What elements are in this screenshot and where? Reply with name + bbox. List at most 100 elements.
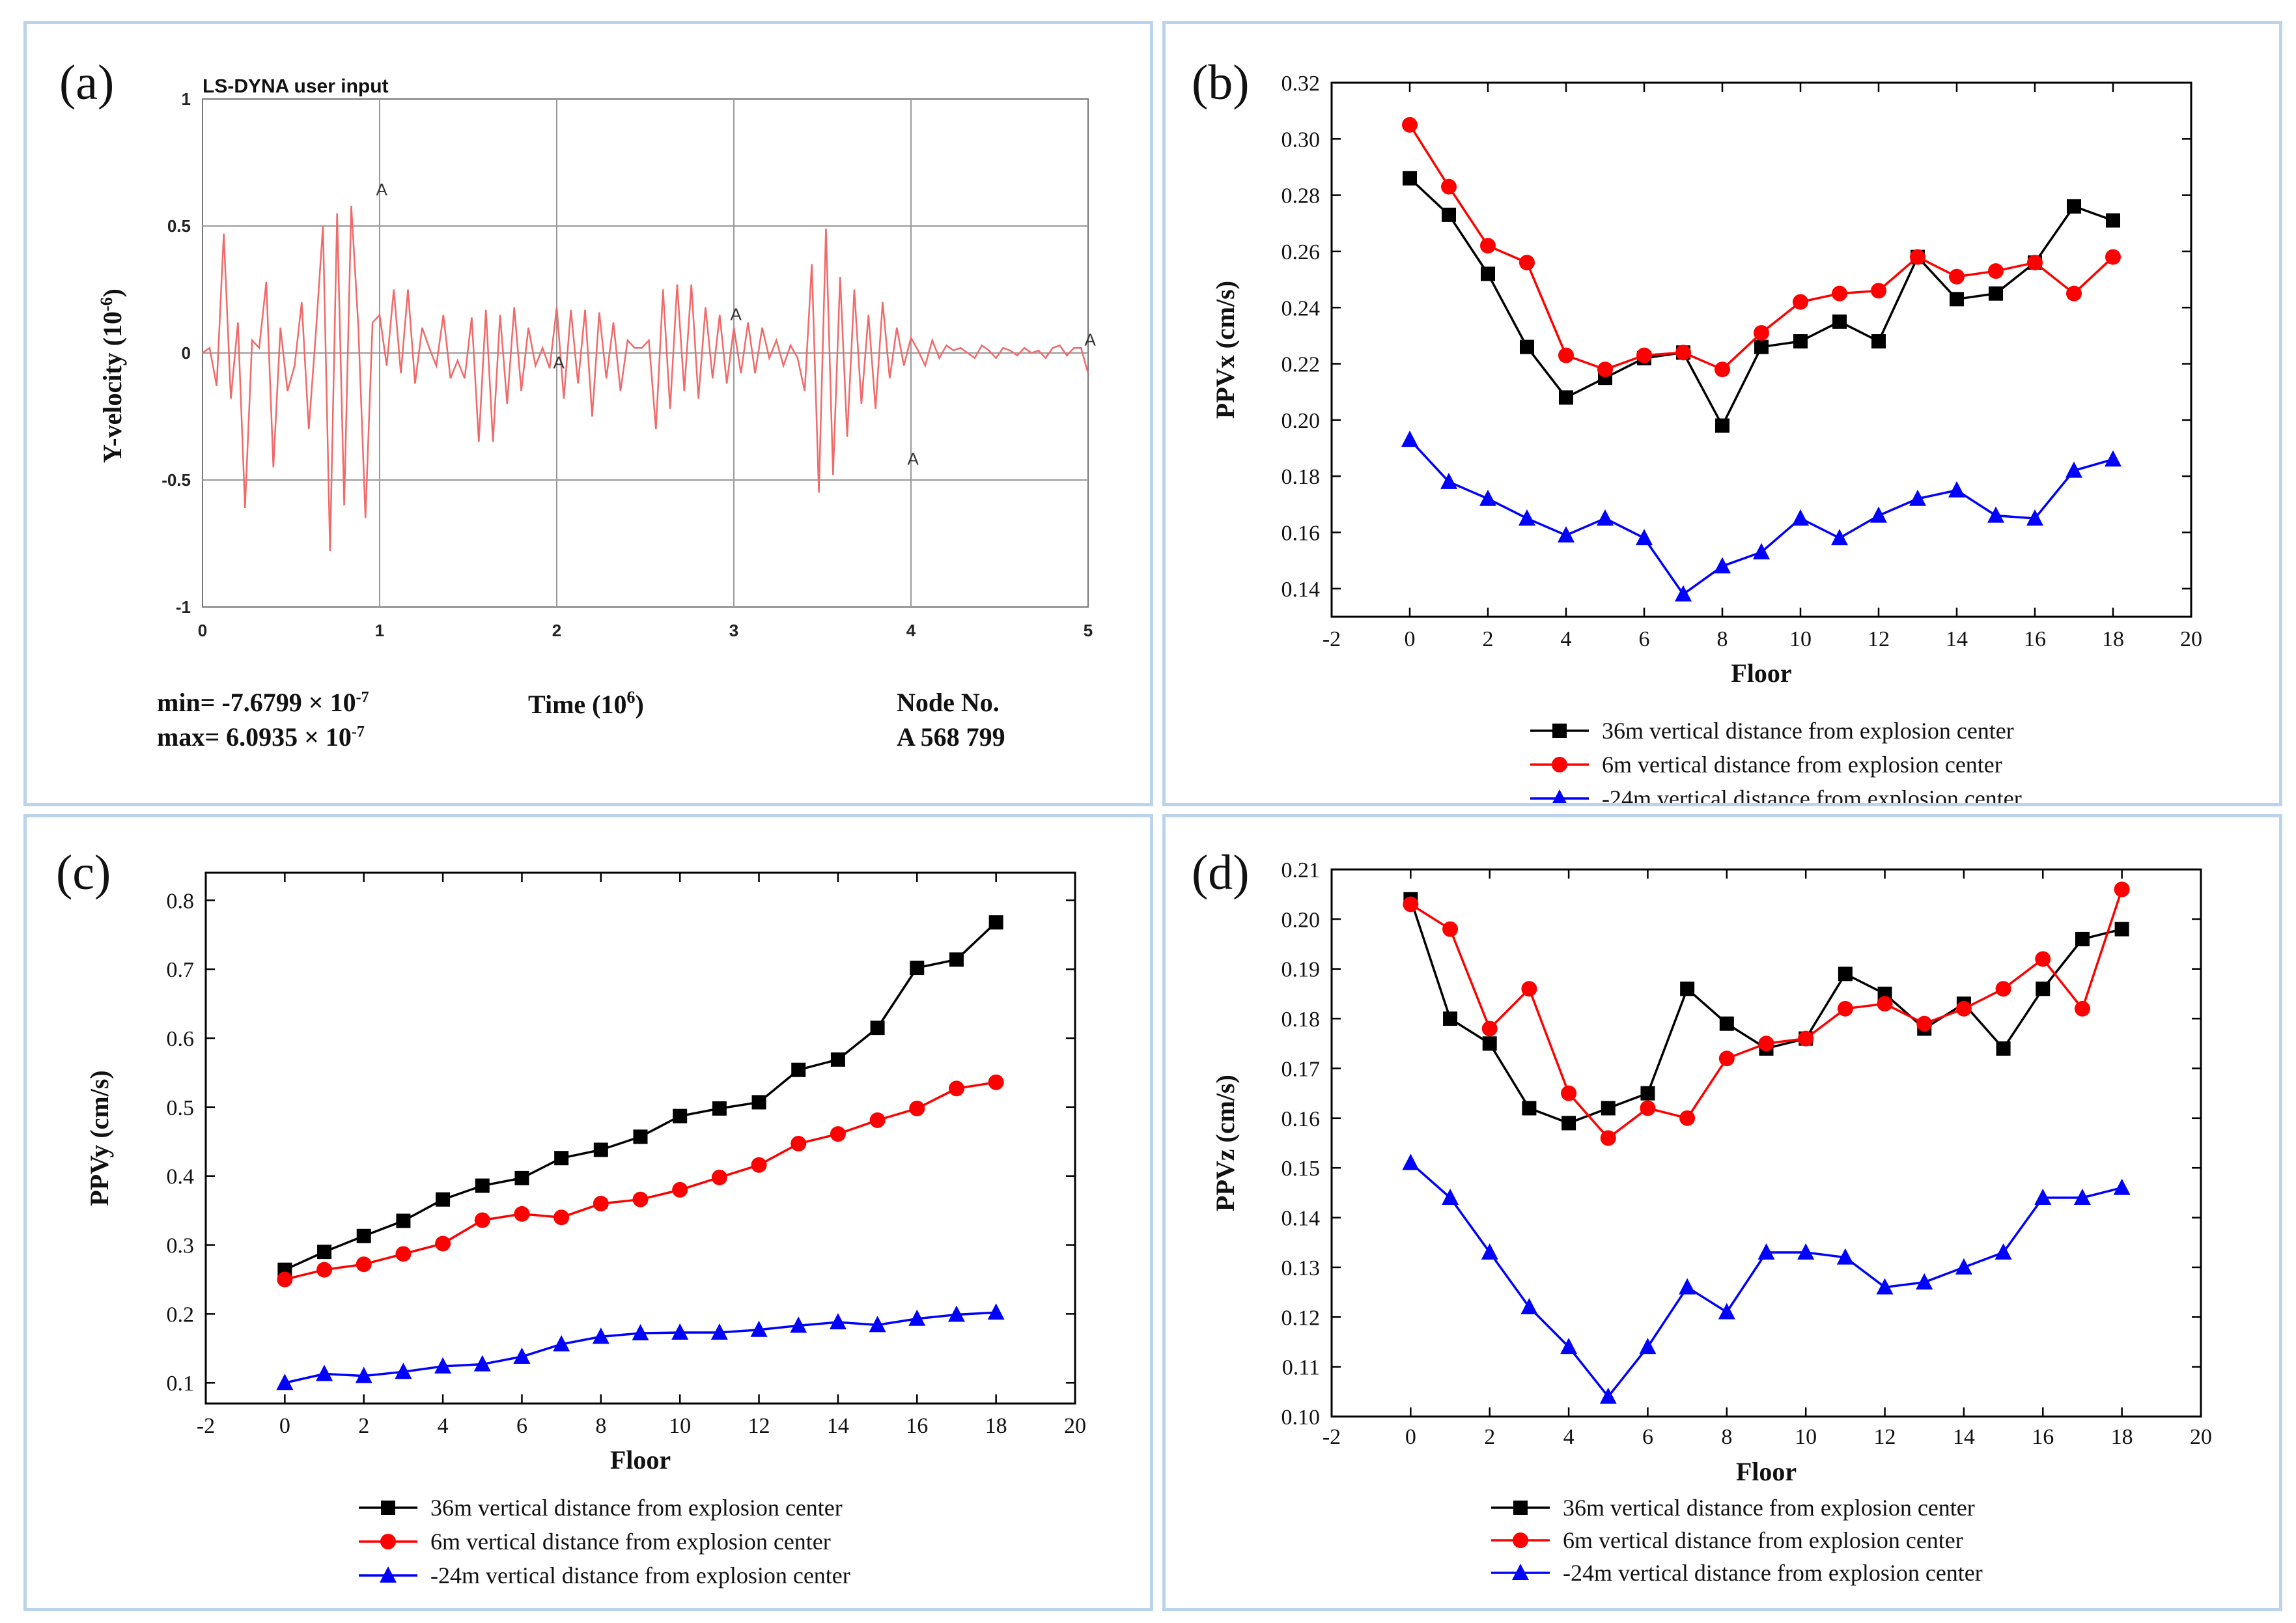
chart-b-series-1-point <box>1950 292 1964 307</box>
chart-d-ytick-label: 0.21 <box>1281 858 1321 882</box>
chart-c-xtick-label: 16 <box>906 1414 928 1438</box>
chart-c-legend-text-1: 36m vertical distance from explosion cen… <box>430 1495 843 1521</box>
chart-c-series-3-point <box>434 1357 452 1374</box>
chart-c-series-3-point <box>790 1316 807 1333</box>
chart-c-series-3-point <box>513 1348 531 1364</box>
chart-c-series-1-point <box>673 1108 688 1123</box>
chart-b-series-1-point <box>2067 199 2081 214</box>
chart-d-xtick-label: -2 <box>1323 1425 1341 1449</box>
chart-c-series-3-point <box>987 1303 1005 1320</box>
chart-c-series-1-line <box>284 921 997 1271</box>
chart-c-series-3-point <box>671 1323 689 1340</box>
chart-c-series-2-line <box>284 1081 996 1281</box>
chart-d-series-1-point <box>1996 1041 2011 1056</box>
chart-d-ytick-label: 0.14 <box>1281 1207 1321 1231</box>
chart-d-series-2-point <box>1837 1000 1853 1017</box>
chart-b-series-2-point <box>1480 238 1496 254</box>
chart-a-max-value: max= 6.0935 × 10-7 <box>157 722 365 752</box>
chart-d-xtick-label: 16 <box>2032 1425 2054 1449</box>
chart-d-xtick-label: 18 <box>2111 1425 2133 1449</box>
chart-b-series-2-point <box>1441 178 1457 195</box>
chart-a-ytick-label: 1 <box>182 89 191 109</box>
chart-b-series-3-point <box>2065 461 2082 478</box>
chart-a-xtick-label: 5 <box>1084 621 1093 640</box>
chart-d-series-3-point <box>1757 1243 1775 1260</box>
chart-b-ytick-label: 0.14 <box>1281 578 1321 602</box>
chart-b-ytick-label: 0.26 <box>1281 240 1321 264</box>
chart-d-series-1-point <box>2114 922 2129 937</box>
chart-b-series-2-point <box>2027 255 2043 271</box>
chart-c-series-3-point <box>395 1362 412 1379</box>
chart-b-series-3-line <box>1408 438 2114 596</box>
chart-d-series-3-point <box>1995 1243 2012 1260</box>
chart-b-ytick-label: 0.22 <box>1281 353 1321 377</box>
chart-c-series-3-point <box>869 1316 886 1333</box>
chart-c-legend-marker-2 <box>380 1534 396 1549</box>
chart-c-series-1-point <box>554 1151 569 1166</box>
chart-b-series-1-point <box>1754 339 1769 354</box>
chart-c-series-3-point <box>829 1313 847 1330</box>
chart-a-node-title: Node No. <box>897 688 1000 717</box>
chart-b-series-1-point <box>1403 171 1417 186</box>
chart-c-plot-area: -2 0 2 4 6 8 10 12 14 16 18 20 0.1 0.2 0.3 0.4 0.5 0.6 0.7… <box>85 871 1086 1588</box>
chart-b-series-3-point <box>1675 585 1692 602</box>
chart-b-series-3-point <box>1519 509 1535 526</box>
chart-d-series-2-point <box>1403 896 1419 912</box>
chart-c-series-3-point <box>710 1323 728 1340</box>
chart-c-series-2-point <box>632 1191 649 1207</box>
chart-d-legend-marker-3 <box>1512 1564 1529 1580</box>
panel-b-label: (b) <box>1192 55 1250 110</box>
chart-b-series-1-line <box>1408 177 2114 429</box>
chart-c-series-1-point <box>436 1192 451 1207</box>
chart-a-node-value: A 568 799 <box>897 722 1005 752</box>
chart-c-series-3-point <box>947 1305 965 1322</box>
chart-c-xtick-label: 8 <box>595 1414 606 1438</box>
chart-d-ytick-label: 0.18 <box>1281 1008 1321 1032</box>
chart-c-svg: (c) -2 0 2 4 6 8 10 12 14 16 18 20 0.1 0.2 0.3 0.4 0.5 0.… <box>56 845 1086 1588</box>
chart-b-series-2-point <box>1793 294 1808 310</box>
chart-d-series-1-point <box>1640 1086 1655 1101</box>
chart-b-series-2-point <box>1402 117 1418 133</box>
chart-a-xtick-label: 4 <box>906 621 916 640</box>
chart-a-xtick-label: 3 <box>729 621 738 640</box>
chart-a-ytick-label: -1 <box>176 597 191 617</box>
chart-c-series-1-point <box>633 1129 648 1144</box>
chart-d-series-1-point <box>1719 1016 1734 1031</box>
chart-d-series-2-point <box>1640 1100 1656 1116</box>
chart-d-ytick-label: 0.17 <box>1281 1057 1321 1081</box>
chart-b-series-3-point <box>1792 509 1809 526</box>
chart-d-series-3-point <box>1402 1153 1420 1170</box>
panel-a-label: (a) <box>59 55 114 110</box>
chart-c-xtick-label: 6 <box>516 1414 527 1438</box>
chart-c-series-2-point <box>474 1212 490 1228</box>
chart-d-series-1-point <box>1443 1011 1458 1026</box>
chart-b-series-3-point <box>1831 529 1848 546</box>
chart-c-ytick-label: 0.2 <box>167 1303 195 1327</box>
chart-c-legend-marker-3 <box>380 1566 397 1583</box>
chart-c-series-3-point <box>908 1309 926 1326</box>
chart-d-series-3-point <box>1797 1243 1815 1260</box>
chart-c-series-1-point <box>712 1101 727 1116</box>
chart-a-marker-label: A <box>376 180 388 199</box>
chart-c-series-3-point <box>276 1374 294 1390</box>
chart-c-series-2-point <box>711 1169 727 1185</box>
chart-c-ytick-label: 0.8 <box>167 889 195 913</box>
chart-b-ylabel: PPVx (cm/s) <box>1211 281 1240 419</box>
chart-b-series-3-point <box>1909 489 1926 506</box>
chart-d-series-3-line <box>1410 1162 2123 1399</box>
chart-d-xtick-label: 8 <box>1721 1425 1732 1449</box>
chart-d-series-1-point <box>1482 1036 1497 1051</box>
chart-d-ylabel: PPVz (cm/s) <box>1211 1075 1240 1211</box>
chart-b-series-3-point <box>1753 543 1770 559</box>
chart-c-xtick-label: 4 <box>438 1414 449 1438</box>
chart-c-series-2-point <box>909 1100 925 1116</box>
chart-c-series-2-point <box>277 1271 293 1288</box>
chart-c-xtick-label: 18 <box>985 1414 1007 1438</box>
chart-c-xlabel: Floor <box>610 1445 671 1475</box>
chart-c-series-2-point <box>791 1135 807 1151</box>
chart-a-signal-line <box>202 205 1089 552</box>
chart-d-series-2-point <box>1679 1110 1696 1126</box>
chart-b-series-3-point <box>1479 489 1496 506</box>
chart-c-xtick-label: 20 <box>1064 1414 1086 1438</box>
panel-a: (a) LS-DYNA user input 0 1 2 3 4 5 1 0.5 0 -0.5 -1… <box>23 21 1153 806</box>
